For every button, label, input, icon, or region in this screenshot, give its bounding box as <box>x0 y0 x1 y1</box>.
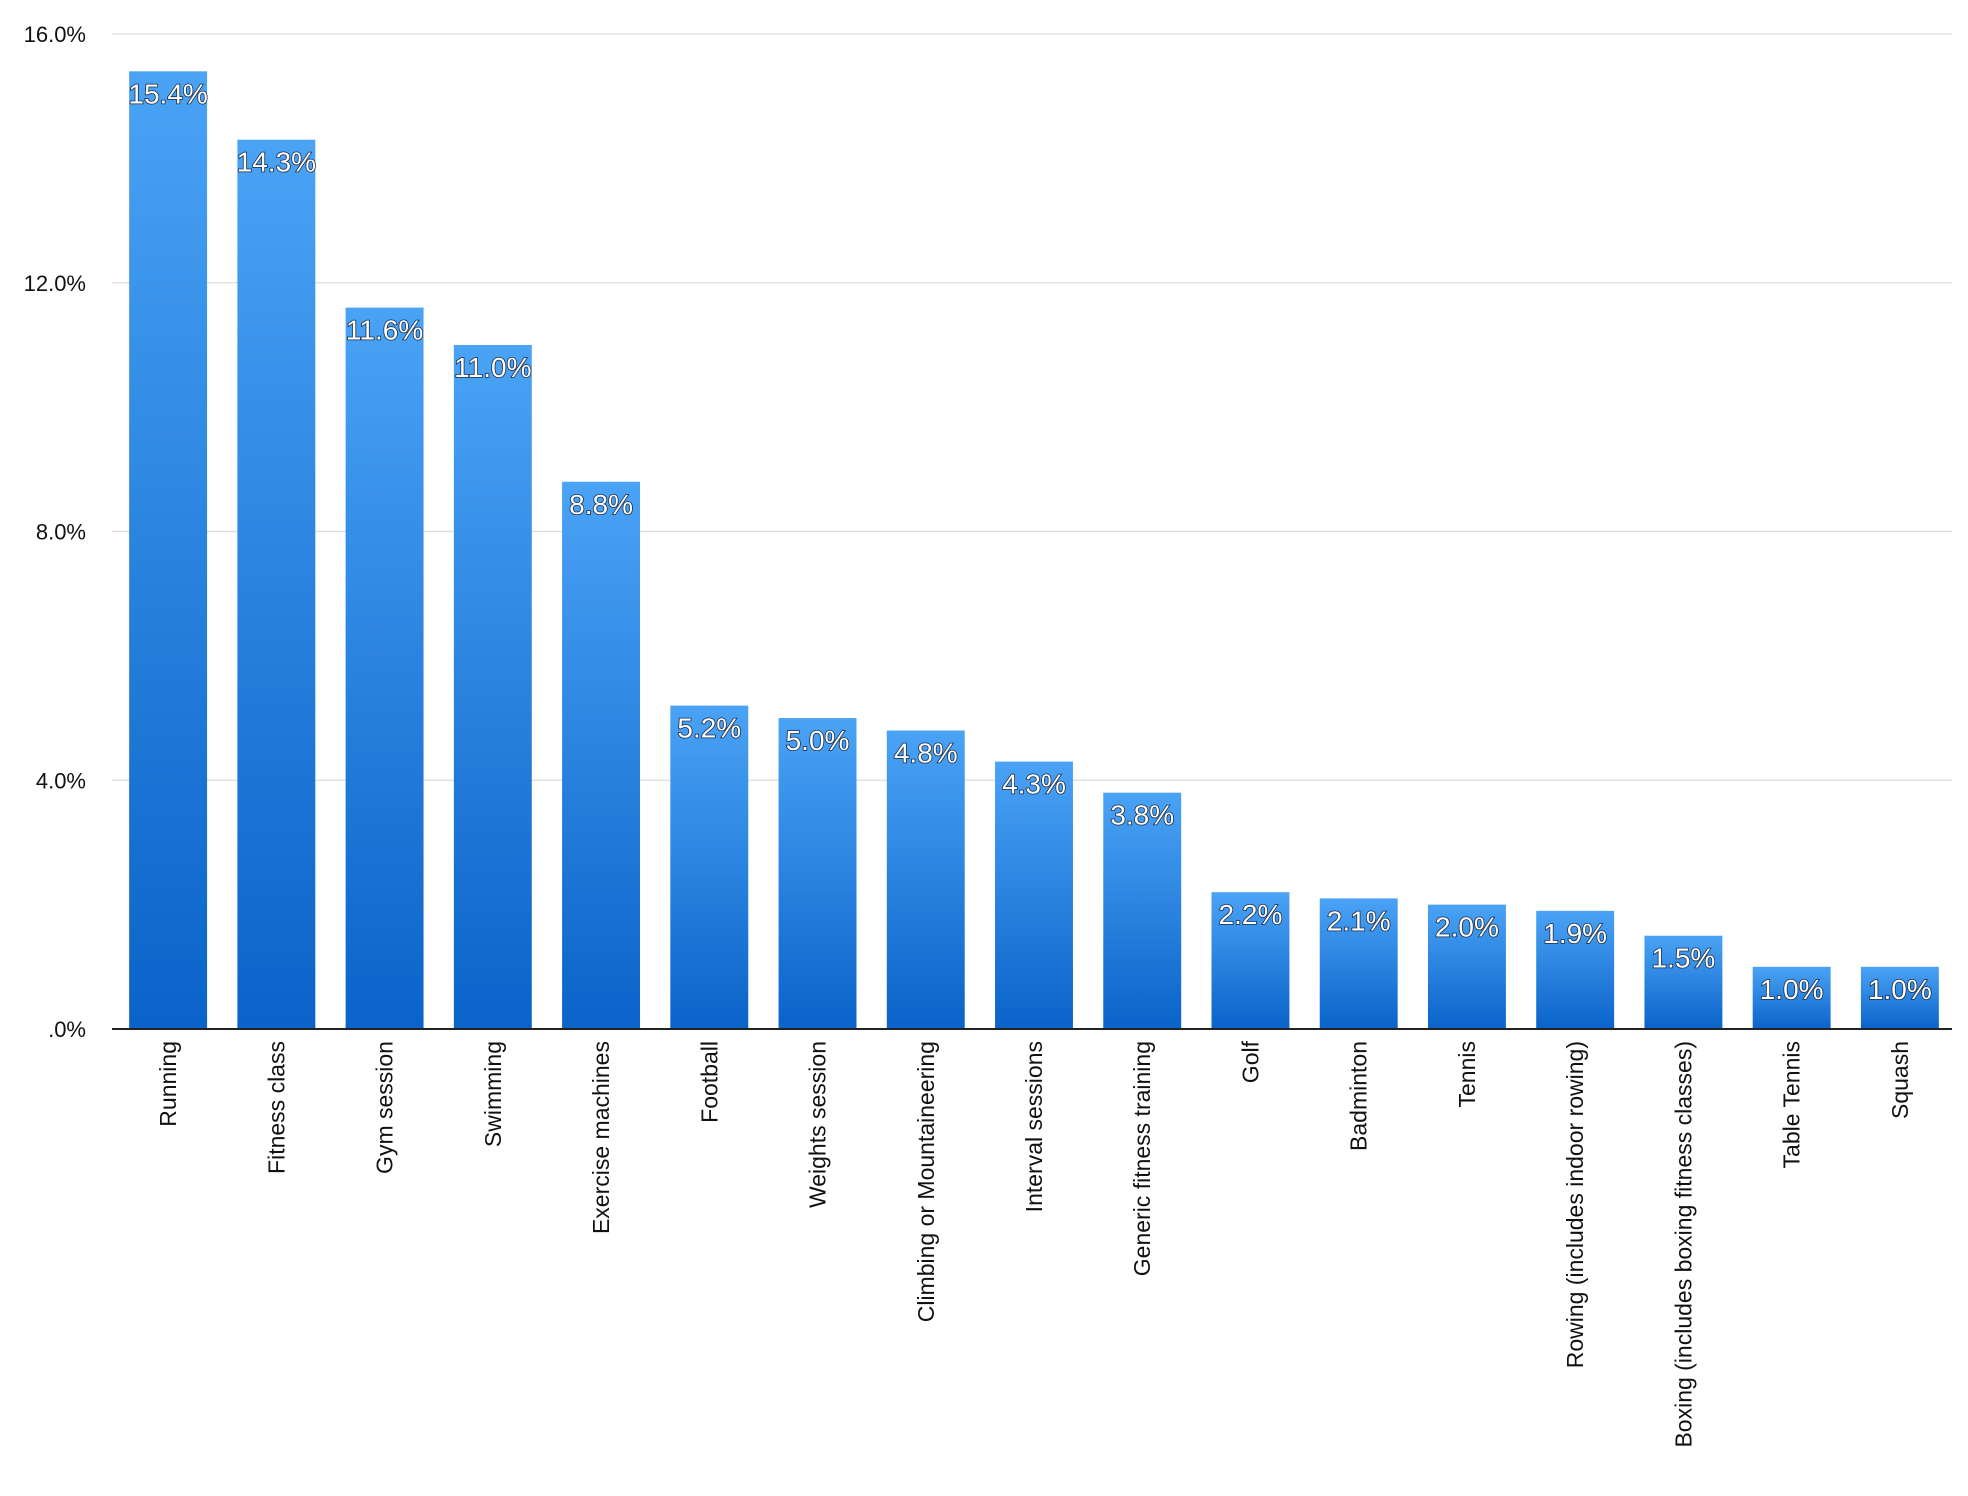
value-label: 5.2% <box>677 713 741 744</box>
bar <box>1860 966 1939 1029</box>
value-label: 4.3% <box>1002 769 1066 800</box>
value-label: 2.2% <box>1219 899 1283 930</box>
category-label: Fitness class <box>263 1041 289 1174</box>
bar <box>1103 792 1182 1029</box>
category-label: Climbing or Mountaineering <box>913 1041 939 1322</box>
category-label: Football <box>696 1041 722 1123</box>
bar <box>995 761 1073 1029</box>
category-label: Gym session <box>372 1041 398 1174</box>
y-axis-tick-labels: .0% 4.0% 8.0% 12.0% 16.0% <box>24 22 86 1042</box>
category-label: Swimming <box>480 1041 506 1147</box>
value-label: 1.9% <box>1543 918 1607 949</box>
value-label: 5.0% <box>786 725 850 756</box>
value-label: 1.0% <box>1868 974 1932 1005</box>
category-label: Generic fitness training <box>1129 1041 1155 1276</box>
value-label: 11.6% <box>346 315 423 346</box>
category-label: Running <box>155 1041 181 1127</box>
value-labels: 15.4% 14.3% 11.6% 11.0% 8.8% 5.2% 5.0% 4.8% 4.3%… <box>128 78 1933 1006</box>
category-labels: Running Fitness class Gym session Swimming E… <box>155 1040 1913 1447</box>
value-label: 15.4% <box>128 78 207 109</box>
category-label: Weights session <box>805 1041 831 1208</box>
value-label: 14.3% <box>237 147 316 178</box>
value-label: 1.0% <box>1760 974 1824 1005</box>
bar <box>453 344 532 1029</box>
category-label: Exercise machines <box>588 1041 614 1234</box>
value-label: 2.0% <box>1435 912 1499 943</box>
y-tick-label: 8.0% <box>36 520 86 545</box>
category-label: Badminton <box>1346 1041 1372 1151</box>
category-label: Boxing (includes boxing fitness classes) <box>1670 1041 1696 1448</box>
value-label: 8.8% <box>569 489 633 520</box>
category-label: Table Tennis <box>1779 1041 1805 1168</box>
y-tick-label: 16.0% <box>24 22 86 47</box>
value-label: 4.8% <box>894 738 958 769</box>
y-tick-label: 4.0% <box>36 768 86 793</box>
category-label: Squash <box>1887 1041 1913 1119</box>
bar <box>1752 966 1831 1029</box>
bar <box>1319 898 1398 1029</box>
value-label: 2.1% <box>1327 905 1391 936</box>
category-label: Tennis <box>1454 1041 1480 1107</box>
bar <box>345 307 424 1029</box>
bar <box>778 718 857 1029</box>
bar <box>1427 904 1506 1029</box>
bar <box>129 71 208 1029</box>
y-tick-label: 12.0% <box>24 271 86 296</box>
value-label: 11.0% <box>454 352 531 383</box>
category-label: Golf <box>1237 1040 1263 1083</box>
y-tick-label: .0% <box>48 1017 86 1042</box>
bar <box>237 139 316 1029</box>
bar <box>1644 935 1723 1029</box>
bar <box>670 705 749 1029</box>
bar <box>886 730 965 1029</box>
bars <box>129 71 1939 1029</box>
value-label: 3.8% <box>1110 800 1174 831</box>
category-label: Interval sessions <box>1021 1041 1047 1212</box>
bar <box>562 481 641 1029</box>
value-label: 1.5% <box>1651 943 1715 974</box>
category-label: Rowing (includes indoor rowing) <box>1562 1041 1588 1368</box>
bar <box>1211 892 1290 1029</box>
bar <box>1536 910 1615 1029</box>
